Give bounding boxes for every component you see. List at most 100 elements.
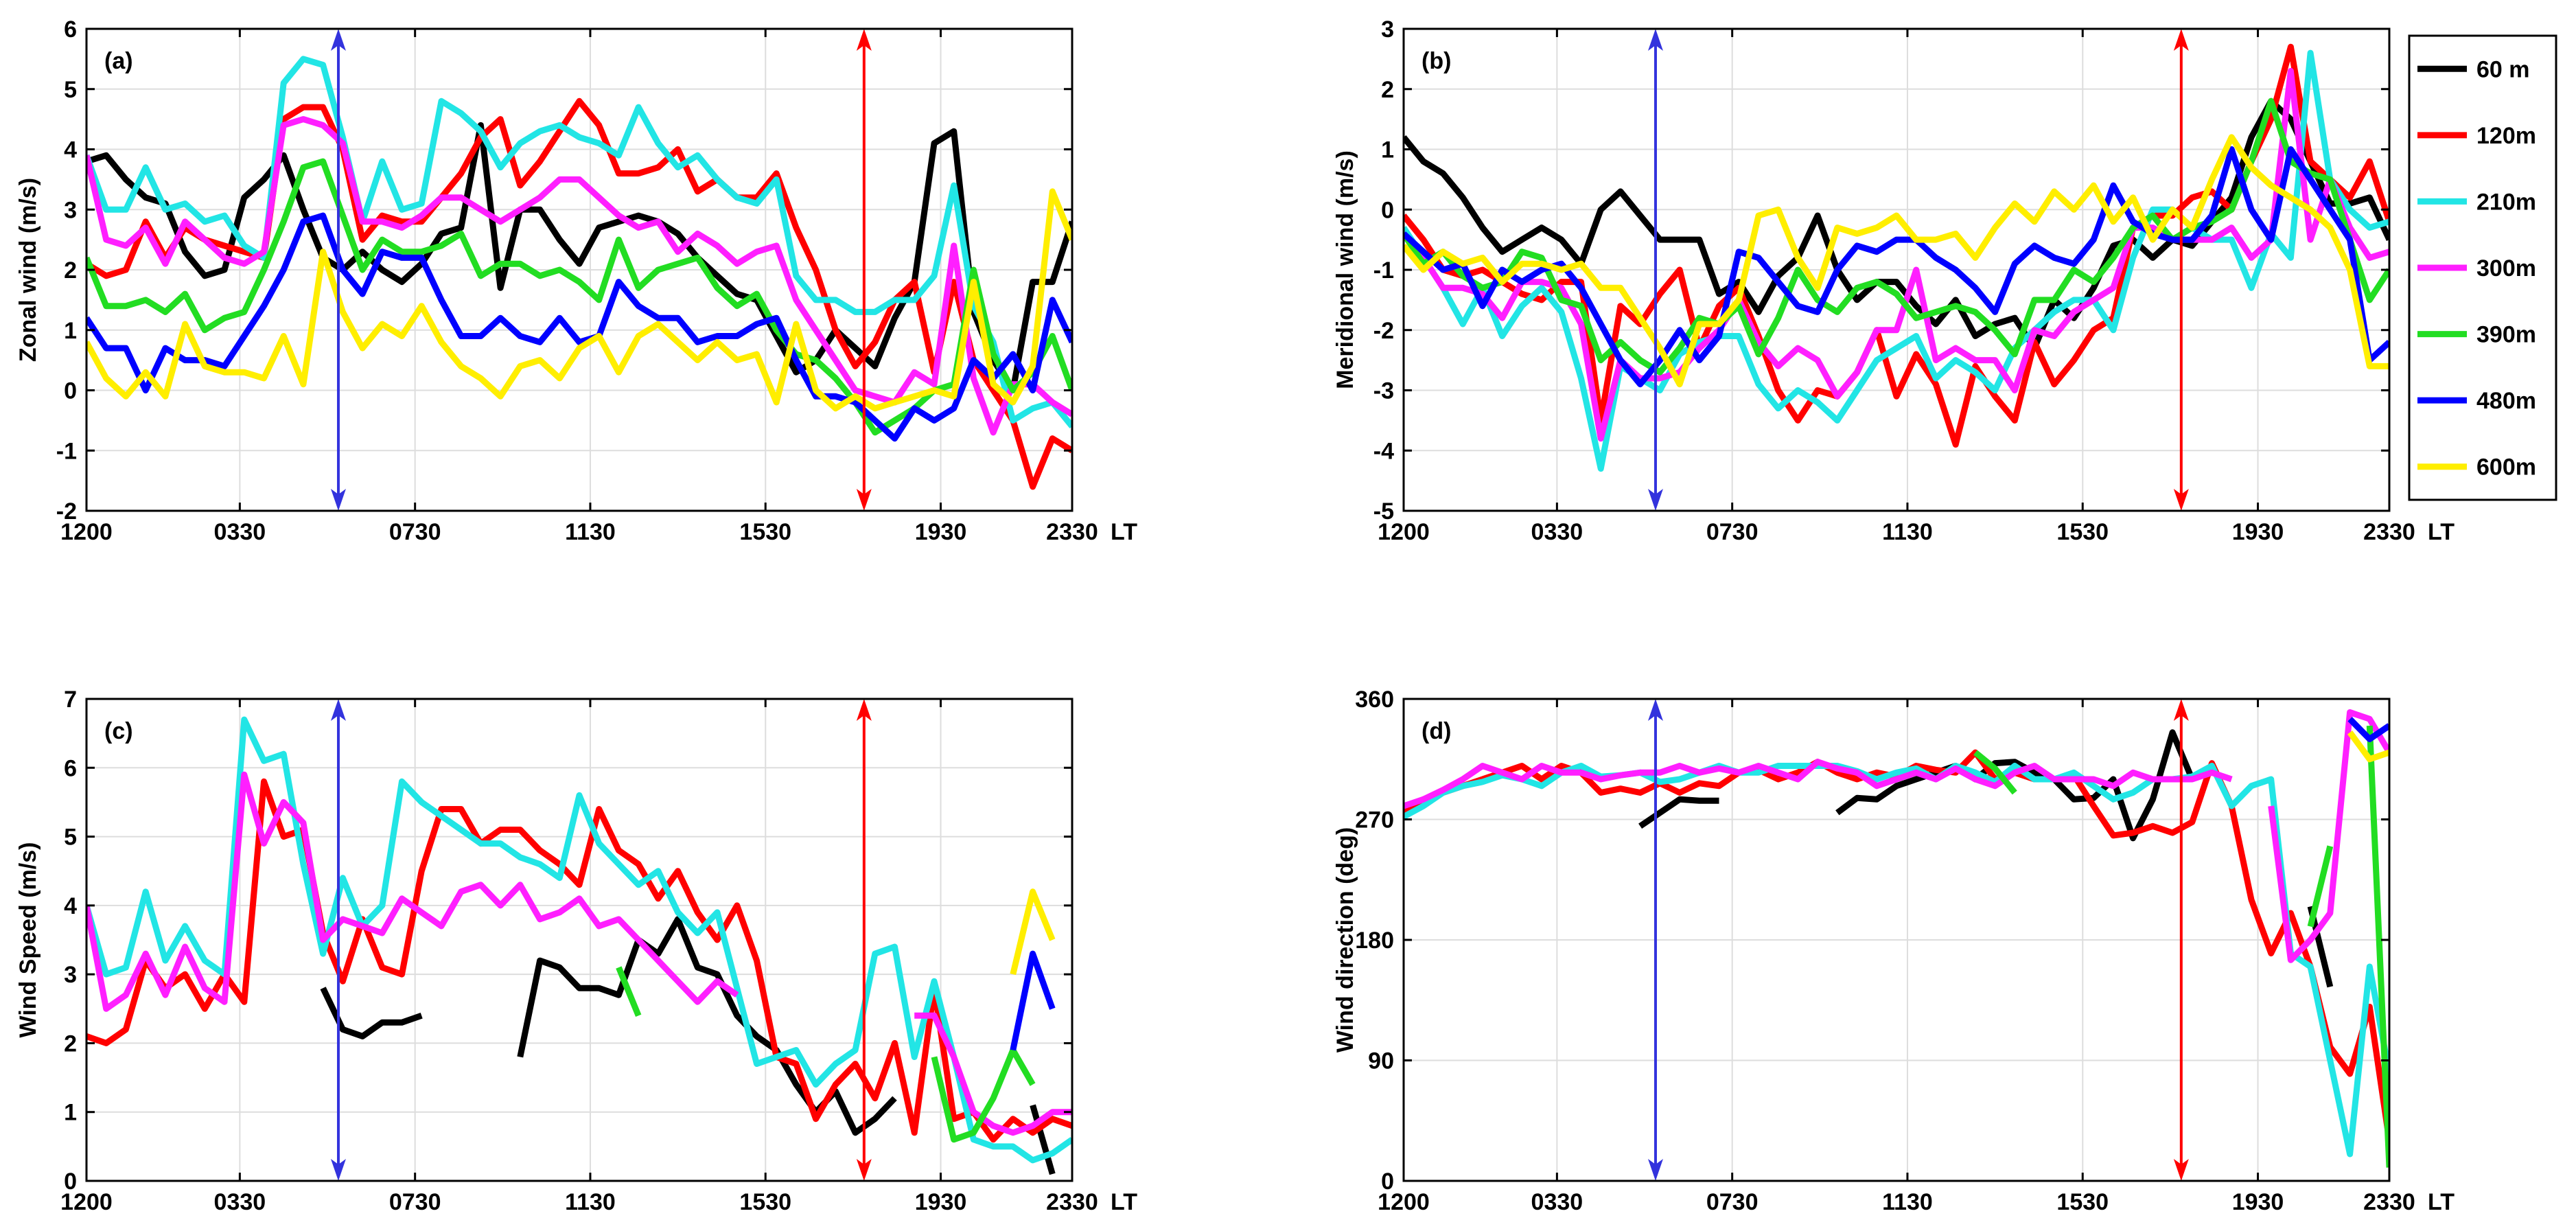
series-line-60m — [86, 122, 1072, 393]
y-axis-label: Wind direction (deg) — [1332, 827, 1358, 1052]
x-axis-unit-label: LT — [1111, 519, 1137, 545]
x-tick-label: 2330 — [1046, 1189, 1098, 1215]
x-tick-label: 1200 — [1378, 1189, 1430, 1215]
series-line-390m — [86, 158, 1072, 436]
y-axis-label: Zonal wind (m/s) — [15, 178, 41, 362]
y-tick-label: -5 — [1373, 498, 1394, 525]
panel-label: (b) — [1422, 48, 1451, 74]
panel-b: -5 -4 -3 -2 -1 0 1 2 3 1200 0330 0730 1130 1530 1930 23… — [1332, 16, 2455, 545]
y-tick-label: 2 — [1381, 77, 1394, 103]
y-tick-label: 0 — [64, 378, 77, 404]
series-line-210m — [1404, 49, 2389, 472]
series-line-600m — [2347, 730, 2389, 763]
panel-label: (a) — [104, 48, 133, 74]
x-tick-label: 0330 — [214, 519, 266, 545]
legend-label: 480m — [2476, 388, 2536, 414]
event-arrow — [856, 699, 872, 1181]
event-arrow — [2173, 29, 2189, 511]
y-tick-label: 360 — [1355, 687, 1394, 713]
legend-label: 210m — [2476, 189, 2536, 215]
x-tick-label: 1130 — [1882, 519, 1933, 545]
panel-a: -2 -1 0 1 2 3 4 5 6 1200 0330 0730 1130 1530 1930 2330 L… — [15, 16, 1137, 545]
x-tick-label: 0730 — [1706, 1189, 1759, 1215]
series-group — [86, 56, 1072, 490]
y-tick-label: -1 — [1373, 257, 1394, 284]
legend-label: 300m — [2476, 255, 2536, 281]
x-axis-unit-label: LT — [2428, 1189, 2455, 1215]
y-tick-label: -4 — [1373, 438, 1394, 464]
series-line-210m — [86, 716, 1072, 1164]
series-line-600m — [1404, 134, 2389, 388]
x-tick-label: 0330 — [1531, 1189, 1583, 1215]
y-tick-label: 3 — [64, 197, 77, 223]
y-tick-label: 2 — [64, 1031, 77, 1057]
y-tick-label: -2 — [56, 498, 77, 525]
series-line-300m — [86, 771, 1072, 1136]
x-tick-label: 1530 — [2056, 1189, 2109, 1215]
x-tick-label: 0330 — [1531, 519, 1583, 545]
series-line-120m — [86, 97, 1072, 490]
x-axis-unit-label: LT — [1111, 1189, 1137, 1215]
series-line-300m — [1404, 709, 2389, 963]
y-tick-label: 1 — [64, 1100, 77, 1126]
y-tick-label: 1 — [1381, 137, 1394, 163]
series-line-210m — [86, 56, 1072, 428]
series-line-120m — [86, 778, 1072, 1143]
series-line-120m — [1404, 749, 2389, 1142]
series-line-300m — [1404, 67, 2389, 442]
y-tick-label: -3 — [1373, 378, 1394, 404]
x-tick-label: 1930 — [2232, 1189, 2284, 1215]
y-tick-label: 4 — [64, 137, 77, 163]
x-tick-label: 1130 — [1882, 1189, 1933, 1215]
x-tick-label: 2330 — [1046, 519, 1098, 545]
y-axis-label: Wind Speed (m/s) — [15, 842, 41, 1038]
series-line-480m — [86, 212, 1072, 442]
x-tick-label: 1530 — [2056, 519, 2109, 545]
y-tick-label: 6 — [64, 16, 77, 43]
legend-label: 120m — [2476, 123, 2536, 149]
series-group — [86, 716, 1072, 1175]
panel-label: (d) — [1422, 718, 1451, 744]
x-tick-label: 1530 — [739, 519, 791, 545]
event-arrow — [330, 699, 346, 1181]
y-tick-label: 180 — [1355, 928, 1394, 954]
y-tick-label: 0 — [1381, 197, 1394, 223]
series-line-480m — [1010, 950, 1056, 1051]
series-line-480m — [1404, 146, 2389, 388]
y-tick-label: 0 — [1381, 1169, 1394, 1195]
x-tick-label: 2330 — [2363, 519, 2415, 545]
panel-label: (c) — [104, 718, 133, 744]
legend: 60 m 120m 210m 300m 390m 480m 600m — [2408, 34, 2557, 501]
event-arrow — [1647, 29, 1663, 511]
y-axis-label: Meridional wind (m/s) — [1332, 150, 1358, 389]
y-tick-label: 0 — [64, 1169, 77, 1195]
axes-frame — [85, 698, 1074, 1182]
series-line-480m — [2347, 717, 2389, 742]
series-line-120m — [1404, 43, 2389, 448]
series-line-60m — [1404, 97, 2389, 352]
x-tick-label: 1930 — [915, 1189, 967, 1215]
x-tick-label: 1930 — [915, 519, 967, 545]
y-tick-label: -1 — [56, 438, 77, 464]
x-tick-label: 0730 — [389, 519, 441, 545]
event-arrow — [2173, 699, 2189, 1181]
x-tick-label: 1200 — [1378, 519, 1430, 545]
y-tick-label: 2 — [64, 257, 77, 284]
y-tick-label: 1 — [64, 318, 77, 344]
series-line-600m — [1010, 888, 1056, 976]
legend-label: 390m — [2476, 322, 2536, 348]
y-tick-label: 7 — [64, 687, 77, 713]
x-tick-label: 1200 — [60, 519, 113, 545]
legend-label: 600m — [2476, 455, 2536, 481]
legend-label: 60 m — [2476, 56, 2530, 82]
event-arrow — [856, 29, 872, 511]
x-tick-label: 1200 — [60, 1189, 113, 1215]
series-line-300m — [86, 116, 1072, 436]
x-tick-label: 1930 — [2232, 519, 2284, 545]
event-arrow — [1647, 699, 1663, 1181]
series-group — [1404, 43, 2389, 472]
y-tick-label: 6 — [64, 755, 77, 781]
x-tick-label: 0730 — [389, 1189, 441, 1215]
grid — [86, 698, 1072, 1182]
